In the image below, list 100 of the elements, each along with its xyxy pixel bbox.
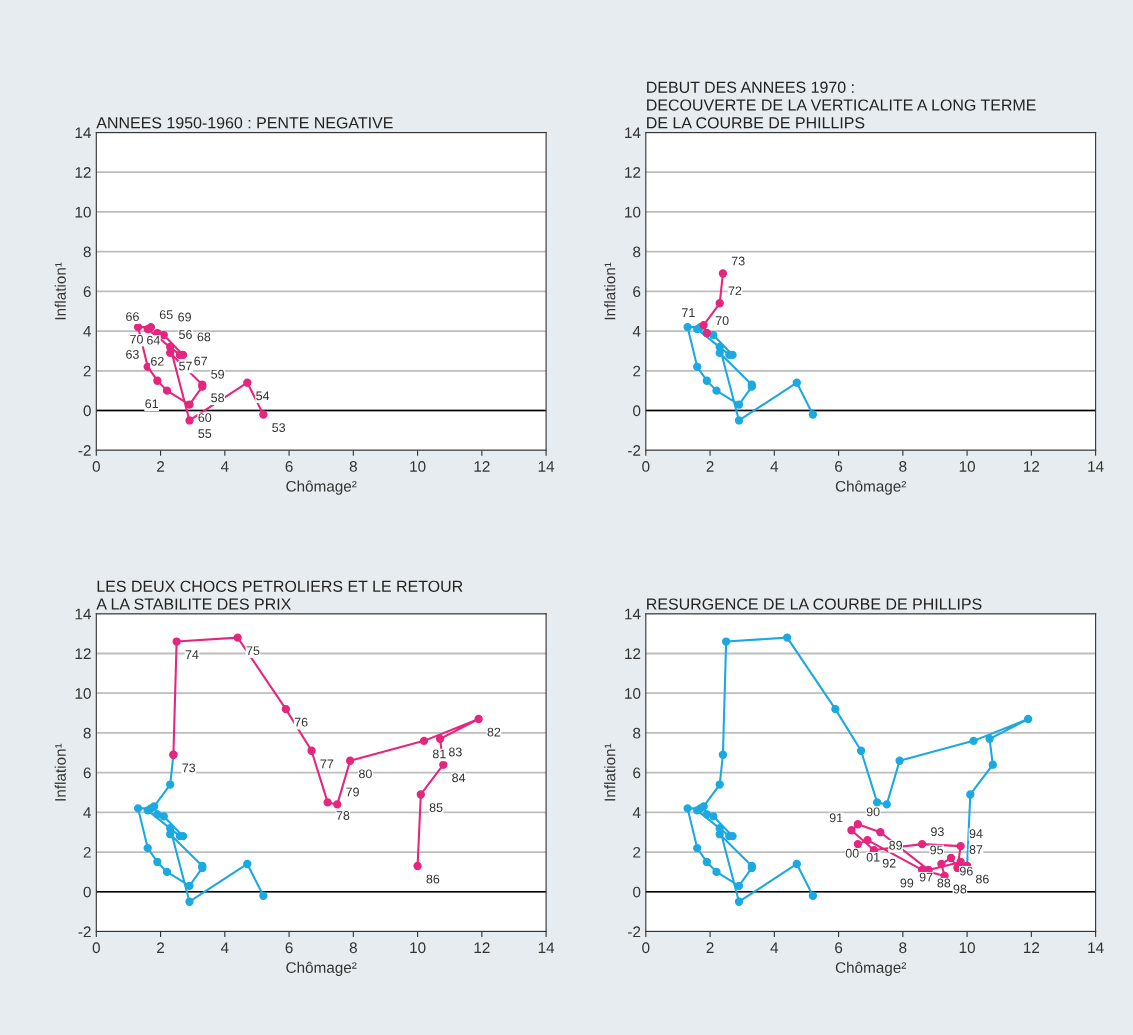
annotation: 65: [159, 310, 173, 320]
x-tick-label: 8: [899, 942, 907, 954]
annotation: 71: [682, 308, 695, 317]
x-axis-title: Chômage²: [835, 961, 907, 977]
chart-title: DEBUT DES ANNEES 1970 : DECOUVERTE DE LA VERTICALITE A LONG TERME DE LA COURBE DE PHILLIPS: [647, 81, 1036, 129]
y-tick-label: 12: [625, 648, 641, 660]
y-tick-label: 0: [633, 886, 641, 898]
y-tick-label: 6: [633, 286, 641, 298]
annotation: 97: [919, 872, 933, 882]
y-tick-label: 10: [625, 206, 641, 218]
x-tick-label: 4: [220, 942, 229, 953]
x-tick-label: 14: [1088, 461, 1104, 472]
x-tick-label: 2: [706, 942, 714, 953]
annotation: 70: [715, 316, 729, 326]
annotation: 73: [182, 763, 196, 773]
annotation: 84: [452, 773, 466, 783]
chart-title: RESURGENCE DE LA COURBE DE PHILLIPS: [647, 598, 982, 610]
y-tick-label: 12: [625, 167, 641, 178]
annotation: 58: [211, 393, 225, 403]
y-tick-label: 4: [83, 807, 91, 818]
y-tick-label: 8: [633, 727, 641, 739]
annotation: 60: [198, 413, 212, 423]
x-tick-label: 6: [835, 461, 843, 472]
x-tick-label: 0: [642, 461, 650, 472]
y-axis-title: Inflation¹: [54, 743, 66, 801]
annotation: 67: [194, 356, 207, 366]
y-axis-title: Inflation¹: [604, 262, 616, 320]
annotation: 63: [126, 349, 139, 359]
x-tick-label: 10: [410, 942, 426, 954]
x-tick-label: 8: [349, 461, 357, 472]
annotation: 62: [151, 356, 164, 366]
x-tick-label: 6: [835, 942, 843, 954]
y-tick-label: 2: [633, 846, 641, 858]
annotation: 72: [728, 286, 742, 296]
y-tick-label: 8: [633, 246, 641, 258]
x-tick-label: 4: [220, 461, 229, 472]
y-tick-label: 8: [83, 246, 91, 258]
annotation: 98: [953, 884, 967, 894]
y-tick-label: 14: [625, 608, 641, 620]
annotation: 88: [937, 878, 951, 888]
y-tick-label: 0: [633, 405, 641, 417]
y-tick-label: 10: [75, 688, 91, 699]
y-tick-label: 10: [625, 688, 641, 699]
y-tick-label: 4: [632, 807, 641, 818]
y-tick-label: 6: [83, 286, 91, 298]
y-tick-label: 2: [633, 365, 641, 377]
annotation: 70: [130, 334, 143, 344]
y-tick-label: -2: [628, 445, 641, 456]
y-tick-label: 12: [75, 167, 91, 178]
x-tick-label: 12: [1024, 461, 1040, 472]
annotation: 95: [930, 845, 944, 855]
annotation: 75: [246, 646, 260, 656]
x-tick-label: 8: [349, 942, 357, 954]
annotation: 76: [294, 717, 308, 727]
annotation: 83: [448, 747, 462, 757]
annotation: 66: [126, 312, 139, 322]
x-tick-label: 6: [285, 461, 293, 472]
annotation: 92: [882, 858, 896, 868]
x-tick-label: 14: [538, 942, 555, 953]
x-tick-label: 0: [92, 942, 100, 954]
y-tick-label: 0: [83, 886, 91, 898]
x-axis-title: Chômage²: [286, 480, 357, 495]
annotation: 81: [432, 749, 446, 759]
chart-title: ANNEES 1950-1960 : PENTE NEGATIVE: [96, 117, 393, 129]
y-tick-label: 8: [83, 727, 91, 739]
y-tick-label: -2: [78, 445, 91, 456]
y-tick-label: 6: [83, 767, 91, 779]
y-tick-label: 4: [83, 326, 91, 337]
x-axis-title: Chômage²: [835, 480, 907, 495]
annotation: 61: [145, 399, 159, 409]
x-tick-label: 14: [538, 461, 555, 472]
annotation: 86: [975, 874, 989, 884]
annotation: 99: [900, 878, 914, 888]
y-axis-title: Inflation¹: [604, 743, 616, 801]
x-tick-label: 12: [474, 461, 490, 472]
x-tick-label: 14: [1088, 942, 1104, 953]
y-tick-label: 12: [75, 648, 91, 660]
x-tick-label: 12: [1024, 942, 1040, 953]
chart-title: LES DEUX CHOCS PETROLIERS ET LE RETOUR A LA STABILITE DES PRIX: [96, 580, 463, 610]
annotation: 00: [845, 848, 859, 858]
annotation: 68: [197, 332, 211, 342]
annotation: 94: [969, 829, 983, 839]
y-tick-label: 2: [83, 846, 91, 858]
annotation: 74: [185, 650, 199, 659]
y-tick-label: 10: [75, 206, 91, 218]
annotation: 73: [731, 256, 745, 266]
y-tick-label: -2: [78, 926, 91, 938]
y-tick-label: 6: [633, 767, 641, 779]
x-tick-label: 2: [157, 461, 165, 472]
annotation: 77: [320, 759, 334, 769]
annotation: 64: [147, 335, 160, 345]
x-tick-label: 4: [770, 461, 779, 472]
annotation: 80: [359, 769, 372, 779]
annotation: 89: [889, 840, 902, 850]
x-tick-label: 10: [410, 461, 426, 472]
y-tick-label: 0: [83, 405, 91, 417]
annotation: 79: [346, 787, 359, 797]
y-tick-label: 2: [83, 365, 91, 377]
x-tick-label: 10: [959, 461, 975, 472]
annotation: 55: [198, 429, 212, 438]
